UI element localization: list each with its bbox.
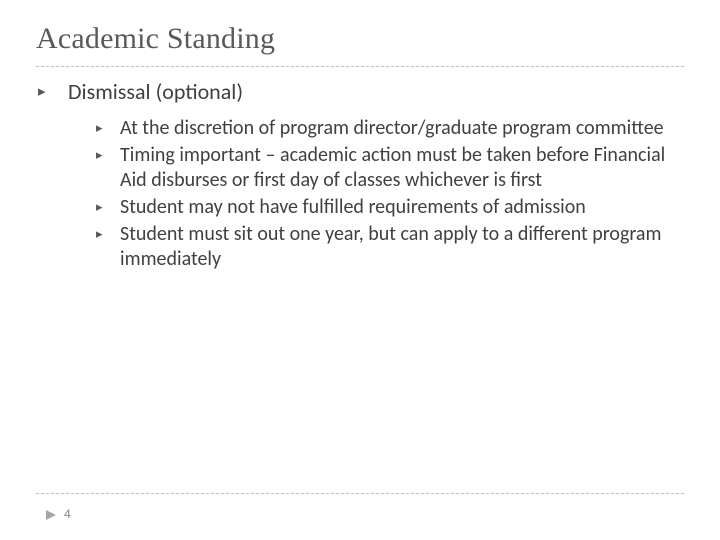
list-item-label: Timing important – academic action must …: [120, 143, 684, 194]
list-item: ▸ Timing important – academic action mus…: [96, 143, 684, 194]
list-item-label: Student must sit out one year, but can a…: [120, 222, 684, 273]
play-icon: [46, 510, 56, 520]
content-body: ▸ Dismissal (optional) ▸ At the discreti…: [38, 78, 684, 274]
list-item: ▸ Dismissal (optional): [38, 78, 684, 106]
list-item-label: Student may not have fulfilled requireme…: [120, 195, 684, 221]
triangle-bullet-icon: ▸: [96, 195, 120, 217]
triangle-bullet-icon: ▸: [96, 116, 120, 138]
footer-divider: [36, 493, 684, 494]
page-title: Academic Standing: [36, 22, 275, 56]
title-divider: [36, 66, 684, 67]
list-item: ▸ Student may not have fulfilled require…: [96, 195, 684, 221]
triangle-bullet-icon: ▸: [38, 78, 68, 102]
triangle-bullet-icon: ▸: [96, 222, 120, 244]
triangle-bullet-icon: ▸: [96, 143, 120, 165]
page-number: 4: [64, 507, 71, 522]
list-item-label: Dismissal (optional): [68, 78, 684, 106]
list-item-label: At the discretion of program director/gr…: [120, 116, 684, 142]
footer: 4: [46, 507, 71, 522]
slide: Academic Standing ▸ Dismissal (optional)…: [0, 0, 720, 540]
list-item: ▸ Student must sit out one year, but can…: [96, 222, 684, 273]
list-item: ▸ At the discretion of program director/…: [96, 116, 684, 142]
sub-list: ▸ At the discretion of program director/…: [96, 116, 684, 273]
